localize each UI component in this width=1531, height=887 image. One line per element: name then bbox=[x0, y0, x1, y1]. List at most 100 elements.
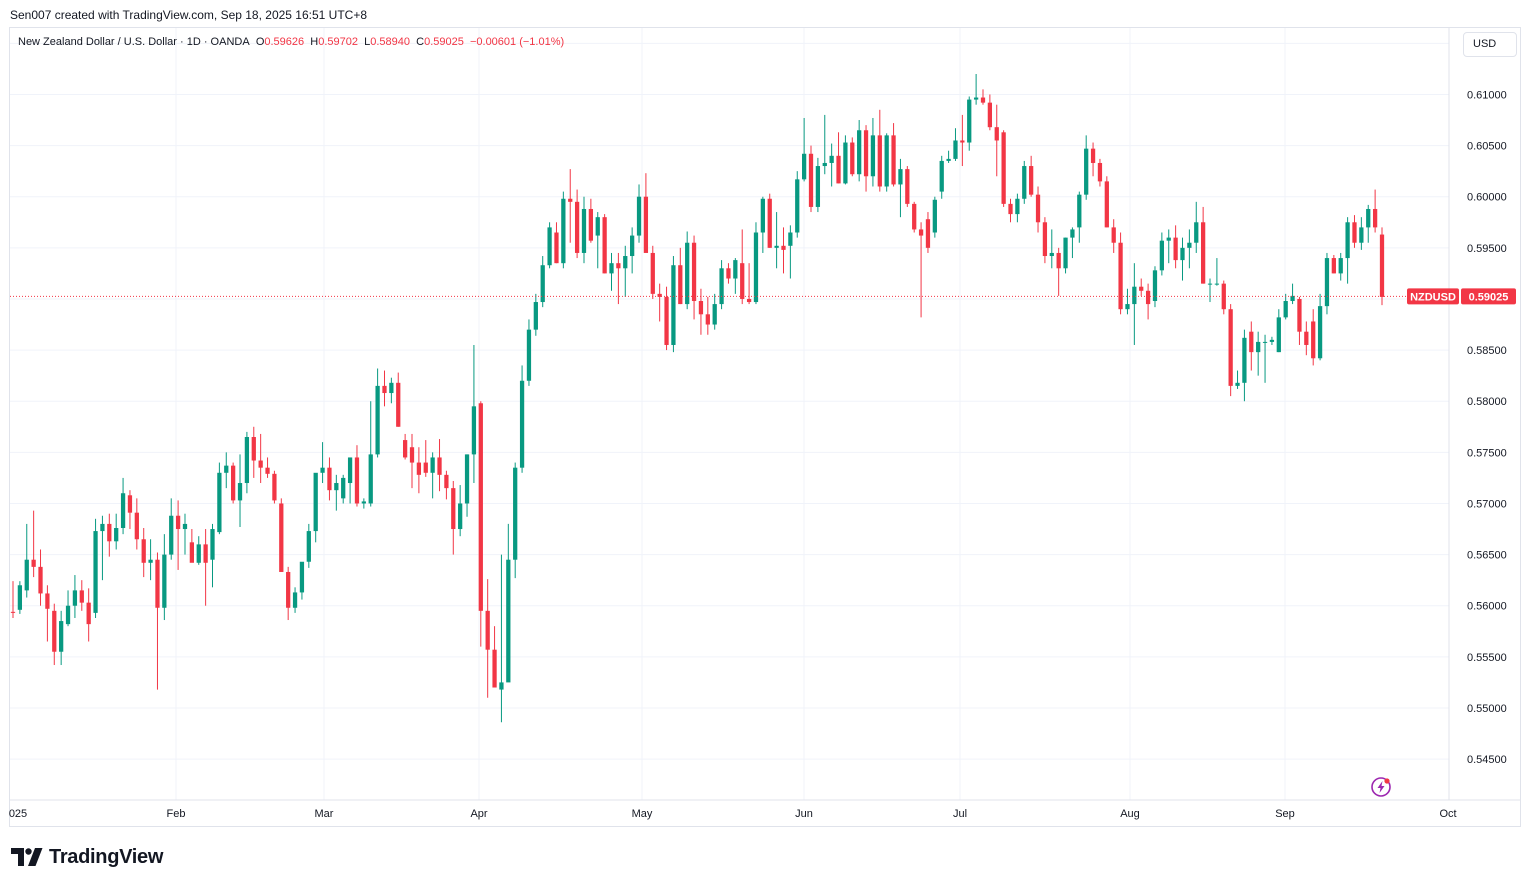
change-value: −0.00601 (−1.01%) bbox=[469, 36, 565, 48]
candle-up bbox=[375, 385, 380, 455]
candle-up bbox=[244, 437, 250, 484]
candle-up bbox=[843, 142, 848, 184]
time-tick-label: Apr bbox=[470, 808, 487, 820]
candle-up bbox=[320, 467, 325, 473]
candle-up bbox=[210, 529, 215, 560]
candle-up bbox=[774, 245, 779, 248]
candle-up bbox=[1242, 337, 1247, 383]
candle-down bbox=[905, 169, 910, 204]
candle-down bbox=[86, 602, 91, 625]
time-tick-label: Jun bbox=[795, 808, 813, 820]
price-tick-label: 0.56500 bbox=[1467, 550, 1507, 562]
candle-up bbox=[829, 155, 834, 163]
flash-icon[interactable] bbox=[1370, 776, 1392, 798]
symbol-tag bbox=[1407, 288, 1459, 305]
candle-up bbox=[533, 302, 538, 330]
candle-down bbox=[980, 97, 986, 103]
candle-up bbox=[368, 454, 373, 504]
candle-down bbox=[1173, 237, 1178, 261]
candle-down bbox=[127, 495, 133, 513]
candle-up bbox=[306, 531, 311, 562]
candle-down bbox=[726, 268, 731, 279]
candle-down bbox=[925, 219, 931, 248]
candle-down bbox=[650, 252, 655, 294]
candles bbox=[10, 74, 1385, 723]
candle-down bbox=[664, 296, 669, 345]
candle-down bbox=[678, 265, 683, 305]
candle-down bbox=[79, 590, 84, 603]
candle-down bbox=[327, 467, 332, 491]
candle-down bbox=[1145, 290, 1151, 305]
candle-down bbox=[1379, 234, 1385, 297]
candle-up bbox=[1338, 258, 1343, 274]
candle-down bbox=[705, 314, 710, 325]
price-tick-label: 0.58500 bbox=[1467, 345, 1507, 357]
candle-up bbox=[499, 682, 504, 690]
candle-up bbox=[1317, 306, 1323, 359]
candle-up bbox=[224, 465, 229, 473]
candle-down bbox=[286, 571, 291, 608]
candle-up bbox=[760, 198, 765, 233]
candle-up bbox=[630, 235, 635, 257]
price-axis[interactable]: 0.615000.610000.605000.600000.595000.590… bbox=[1467, 38, 1507, 766]
candle-up bbox=[1359, 227, 1364, 243]
candle-up bbox=[196, 544, 201, 563]
price-tick-label: 0.56000 bbox=[1467, 601, 1507, 613]
candle-up bbox=[169, 515, 174, 555]
time-tick-label: Mar bbox=[315, 808, 334, 820]
candle-down bbox=[746, 298, 752, 303]
candle-down bbox=[258, 460, 263, 468]
candle-up bbox=[898, 169, 903, 185]
candle-up bbox=[561, 198, 566, 264]
candle-down bbox=[740, 263, 745, 299]
candle-down bbox=[836, 155, 841, 184]
grid-lines bbox=[10, 28, 1449, 800]
candle-up bbox=[1077, 194, 1082, 228]
high-value: 0.59702 bbox=[318, 36, 358, 48]
last-price-badge bbox=[1461, 288, 1516, 305]
candle-up bbox=[1290, 295, 1295, 302]
brand[interactable]: TradingView bbox=[11, 845, 163, 869]
candle-up bbox=[506, 559, 511, 683]
candle-down bbox=[38, 566, 43, 594]
candle-down bbox=[272, 473, 277, 501]
price-tick-label: 0.55000 bbox=[1467, 703, 1507, 715]
candle-up bbox=[1022, 166, 1027, 199]
candle-up bbox=[1269, 339, 1275, 342]
candle-down bbox=[231, 465, 236, 501]
price-tick-label: 0.59500 bbox=[1467, 243, 1507, 255]
candle-up bbox=[114, 528, 119, 542]
time-tick-label: May bbox=[632, 808, 653, 820]
candle-up bbox=[458, 503, 463, 530]
last-price-label: 0.59025 bbox=[1469, 291, 1509, 303]
candle-up bbox=[595, 217, 600, 236]
candle-down bbox=[451, 488, 456, 530]
candle-down bbox=[616, 263, 621, 269]
candle-down bbox=[1249, 331, 1254, 353]
candle-up bbox=[540, 265, 545, 303]
candle-down bbox=[45, 593, 50, 609]
candle-down bbox=[1372, 208, 1378, 228]
price-tick-label: 0.54500 bbox=[1467, 754, 1507, 766]
candle-down bbox=[918, 229, 924, 236]
time-axis[interactable]: 025 Feb Mar Apr May Jun Jul Aug Sep Oct bbox=[9, 808, 1457, 820]
tradingview-logo-icon bbox=[11, 848, 43, 866]
candle-up bbox=[24, 559, 29, 591]
close-value: 0.59025 bbox=[424, 36, 464, 48]
currency-button[interactable]: USD bbox=[1463, 32, 1517, 57]
low-label: L bbox=[364, 36, 371, 48]
candle-up bbox=[1180, 247, 1185, 261]
time-tick-label: Sep bbox=[1275, 808, 1295, 820]
chart-frame bbox=[9, 27, 1521, 827]
candle-down bbox=[155, 559, 160, 608]
candle-up bbox=[526, 329, 532, 381]
candle-down bbox=[52, 610, 57, 652]
candle-down bbox=[554, 232, 559, 264]
candle-up bbox=[1207, 283, 1213, 285]
candle-up bbox=[59, 621, 64, 652]
candle-down bbox=[1097, 162, 1103, 182]
candle-up bbox=[182, 523, 188, 530]
candle-up bbox=[609, 263, 614, 274]
candle-up bbox=[795, 179, 800, 233]
